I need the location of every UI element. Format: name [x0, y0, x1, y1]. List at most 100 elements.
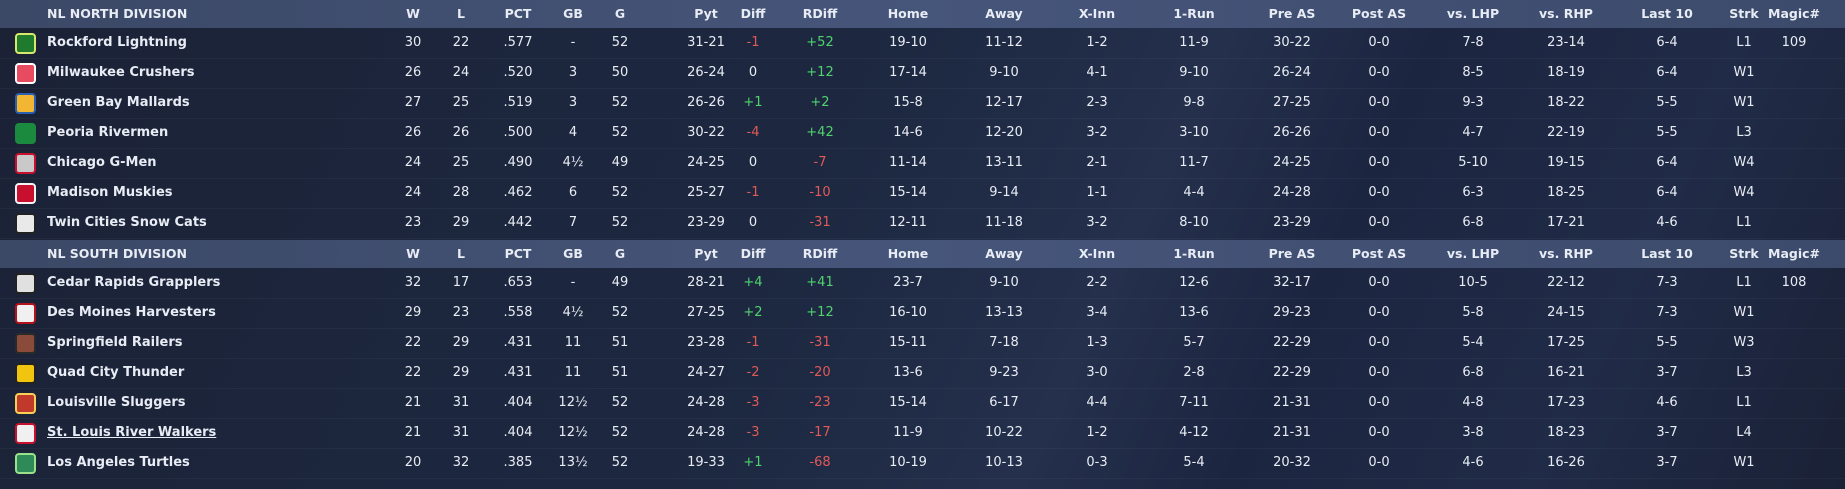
- stat-cell: 49: [611, 275, 629, 290]
- stat-cell: 26-24: [1273, 65, 1311, 80]
- stat-cell: 26: [452, 125, 470, 140]
- column-header[interactable]: Pre AS: [1268, 6, 1316, 21]
- stat-cell: 52: [611, 455, 629, 470]
- column-header[interactable]: Home: [887, 6, 929, 21]
- column-header[interactable]: G: [614, 246, 626, 261]
- stat-cell: 18-23: [1547, 425, 1585, 440]
- stat-cell: .462: [503, 185, 533, 200]
- stat-cell: L1: [1736, 275, 1752, 290]
- column-header[interactable]: Pyt: [694, 246, 718, 261]
- column-header[interactable]: Magic#: [1768, 246, 1820, 261]
- column-header[interactable]: Away: [985, 6, 1023, 21]
- column-header[interactable]: Strk: [1729, 246, 1759, 261]
- column-header[interactable]: W: [406, 6, 420, 21]
- stat-cell: 12-20: [985, 125, 1023, 140]
- stat-cell: 52: [611, 305, 629, 320]
- stat-cell: 3-7: [1656, 455, 1678, 470]
- team-row: Chicago G-Men 24 25 .490 4½ 49 24-25 0 -7 11-14 13…: [0, 148, 1845, 179]
- stat-cell: 3: [568, 65, 578, 80]
- column-header[interactable]: L: [457, 6, 465, 21]
- stat-cell: 26-26: [1273, 125, 1311, 140]
- stat-cell: 24: [452, 65, 470, 80]
- column-header[interactable]: Last 10: [1641, 6, 1693, 21]
- stat-cell: W4: [1733, 155, 1755, 170]
- team-row: St. Louis River Walkers 21 31 .404 12½ 52 24-2…: [0, 418, 1845, 449]
- column-header[interactable]: Post AS: [1351, 6, 1407, 21]
- stat-cell: 23-14: [1547, 35, 1585, 50]
- column-header[interactable]: X-Inn: [1078, 6, 1116, 21]
- column-header[interactable]: W: [406, 246, 420, 261]
- stat-cell: 3-8: [1462, 425, 1484, 440]
- stat-cell: 10-13: [985, 455, 1023, 470]
- stat-cell: 11-9: [893, 425, 923, 440]
- column-header[interactable]: Away: [985, 246, 1023, 261]
- team-name[interactable]: Green Bay Mallards: [47, 95, 190, 110]
- column-header[interactable]: X-Inn: [1078, 246, 1116, 261]
- team-name[interactable]: Peoria Rivermen: [47, 125, 169, 140]
- team-name[interactable]: Chicago G-Men: [47, 155, 157, 170]
- stat-cell: 17: [452, 275, 470, 290]
- stat-cell: 22: [404, 335, 422, 350]
- column-header[interactable]: 1-Run: [1173, 6, 1215, 21]
- column-header[interactable]: PCT: [504, 6, 532, 21]
- stat-cell: 30: [404, 35, 422, 50]
- stat-cell: .431: [503, 365, 533, 380]
- stat-cell: 51: [611, 365, 629, 380]
- stat-cell: 26: [404, 125, 422, 140]
- stat-cell: 3-7: [1656, 365, 1678, 380]
- stat-cell: 31: [452, 395, 470, 410]
- column-header[interactable]: Post AS: [1351, 246, 1407, 261]
- team-name[interactable]: Madison Muskies: [47, 185, 173, 200]
- stat-cell: 15-14: [889, 395, 927, 410]
- column-header[interactable]: RDiff: [802, 6, 838, 21]
- stat-cell: 5-8: [1462, 305, 1484, 320]
- team-name[interactable]: Des Moines Harvesters: [47, 305, 216, 320]
- column-header[interactable]: Diff: [740, 6, 766, 21]
- stat-cell: 0: [748, 65, 758, 80]
- stat-cell: 8-10: [1179, 215, 1209, 230]
- team-name[interactable]: Twin Cities Snow Cats: [47, 215, 207, 230]
- column-header[interactable]: Pyt: [694, 6, 718, 21]
- stat-cell: 27: [404, 95, 422, 110]
- column-header[interactable]: PCT: [504, 246, 532, 261]
- stat-cell: 3-0: [1086, 365, 1108, 380]
- column-header[interactable]: Pre AS: [1268, 246, 1316, 261]
- team-name[interactable]: Springfield Railers: [47, 335, 183, 350]
- team-name[interactable]: Cedar Rapids Grapplers: [47, 275, 221, 290]
- team-name[interactable]: Milwaukee Crushers: [47, 65, 195, 80]
- team-row: Rockford Lightning 30 22 .577 - 52 31-21 -1 +52 1…: [0, 28, 1845, 59]
- team-name[interactable]: Rockford Lightning: [47, 35, 187, 50]
- stat-cell: 0-0: [1368, 155, 1390, 170]
- stat-cell: -20: [809, 365, 831, 380]
- column-header[interactable]: Magic#: [1768, 6, 1820, 21]
- column-header[interactable]: vs. RHP: [1539, 246, 1593, 261]
- team-name[interactable]: Louisville Sluggers: [47, 395, 186, 410]
- column-header[interactable]: 1-Run: [1173, 246, 1215, 261]
- stat-cell: 10-19: [889, 455, 927, 470]
- column-header[interactable]: vs. LHP: [1446, 6, 1500, 21]
- column-header[interactable]: GB: [563, 246, 583, 261]
- stat-cell: 9-10: [989, 65, 1019, 80]
- team-name[interactable]: St. Louis River Walkers: [47, 425, 217, 440]
- column-header[interactable]: RDiff: [802, 246, 838, 261]
- team-name[interactable]: Los Angeles Turtles: [47, 455, 190, 470]
- column-header[interactable]: Last 10: [1641, 246, 1693, 261]
- stat-cell: 1-1: [1086, 185, 1108, 200]
- stat-cell: 32-17: [1273, 275, 1311, 290]
- team-name[interactable]: Quad City Thunder: [47, 365, 185, 380]
- column-header[interactable]: vs. RHP: [1539, 6, 1593, 21]
- stat-cell: 4-1: [1086, 65, 1108, 80]
- column-header[interactable]: vs. LHP: [1446, 246, 1500, 261]
- stat-cell: 4: [568, 125, 578, 140]
- column-header[interactable]: Diff: [740, 246, 766, 261]
- stat-cell: 24-15: [1547, 305, 1585, 320]
- column-header[interactable]: GB: [563, 6, 583, 21]
- stat-cell: .577: [503, 35, 533, 50]
- column-header[interactable]: G: [614, 6, 626, 21]
- column-header[interactable]: Strk: [1729, 6, 1759, 21]
- column-header[interactable]: L: [457, 246, 465, 261]
- stat-cell: 24-27: [687, 365, 725, 380]
- stat-cell: 0-0: [1368, 125, 1390, 140]
- column-header[interactable]: Home: [887, 246, 929, 261]
- stat-cell: 3: [568, 95, 578, 110]
